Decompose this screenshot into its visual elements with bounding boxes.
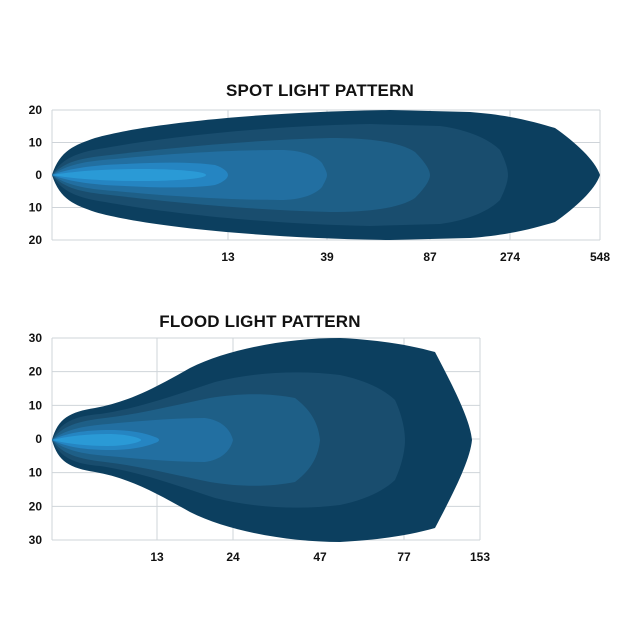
spot-x-tick-4: 548 (590, 250, 610, 264)
spot-y-axis: 20 10 0 10 20 (29, 103, 43, 247)
flood-chart-title: FLOOD LIGHT PATTERN (159, 312, 360, 331)
flood-y-tick-0: 30 (29, 331, 43, 345)
flood-y-tick-1: 20 (29, 365, 43, 379)
spot-chart-title: SPOT LIGHT PATTERN (226, 81, 414, 100)
spot-x-tick-0: 13 (221, 250, 235, 264)
flood-beam-zone-6 (52, 434, 141, 446)
flood-x-tick-0: 13 (150, 550, 164, 564)
flood-x-tick-3: 77 (397, 550, 411, 564)
flood-chart: FLOOD LIGHT PATTERN 30 20 10 0 10 20 30 13 24 47… (29, 312, 491, 564)
flood-y-axis: 30 20 10 0 10 20 30 (29, 331, 43, 547)
flood-y-tick-6: 30 (29, 533, 43, 547)
spot-x-tick-1: 39 (320, 250, 334, 264)
spot-x-axis: 13 39 87 274 548 (221, 250, 610, 264)
spot-y-tick-2: 0 (35, 168, 42, 182)
spot-chart: SPOT LIGHT PATTERN 20 10 0 10 20 13 39 87 274 54… (29, 81, 611, 264)
flood-y-tick-4: 10 (29, 466, 43, 480)
spot-y-tick-1: 10 (29, 136, 43, 150)
flood-x-tick-2: 47 (313, 550, 327, 564)
flood-y-tick-5: 20 (29, 499, 43, 513)
flood-y-tick-3: 0 (35, 432, 42, 446)
flood-x-axis: 13 24 47 77 153 (150, 550, 490, 564)
spot-y-tick-3: 10 (29, 201, 43, 215)
flood-y-tick-2: 10 (29, 398, 43, 412)
spot-y-tick-4: 20 (29, 233, 43, 247)
spot-x-tick-2: 87 (423, 250, 437, 264)
spot-x-tick-3: 274 (500, 250, 520, 264)
flood-x-tick-4: 153 (470, 550, 490, 564)
flood-beam (52, 338, 472, 542)
spot-beam-zone-6 (52, 169, 206, 181)
flood-x-tick-1: 24 (226, 550, 240, 564)
spot-beam (52, 110, 600, 240)
spot-y-tick-0: 20 (29, 103, 43, 117)
